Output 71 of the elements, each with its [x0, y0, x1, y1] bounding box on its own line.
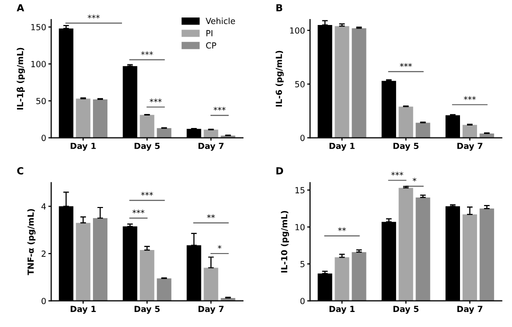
y-tick-label: 100	[31, 60, 46, 68]
bar	[204, 268, 218, 301]
x-tick-label: Day 5	[393, 142, 419, 151]
y-tick-label: 50	[295, 81, 305, 88]
x-tick-label: Day 5	[134, 306, 160, 314]
x-tick-label: Day 7	[198, 306, 224, 314]
y-tick-label: 0	[300, 298, 305, 304]
bar	[462, 214, 478, 301]
y-tick-label: 10	[295, 224, 305, 230]
y-tick-label: 150	[31, 24, 46, 30]
bar	[92, 218, 108, 301]
y-axis-title: IL-1β (pg/mL)	[16, 48, 25, 110]
chart-title: A	[16, 4, 24, 12]
annotation: ***	[464, 96, 476, 100]
bar	[398, 188, 414, 301]
legend-label: Vehicle	[206, 18, 235, 24]
annotation: *	[218, 245, 222, 249]
y-tick-label: 15	[295, 187, 304, 194]
y-tick-label: 0	[42, 134, 46, 142]
bar	[76, 98, 90, 138]
x-tick-label: Day 1	[70, 306, 96, 314]
bar	[156, 278, 172, 301]
bar	[156, 128, 172, 138]
bar	[480, 208, 494, 301]
bar	[92, 99, 108, 138]
text: ***	[88, 14, 100, 18]
y-tick-label: 100	[290, 27, 305, 34]
x-tick-label: Day 1	[330, 142, 355, 151]
bar	[204, 130, 218, 138]
y-tick-label: 4	[41, 203, 46, 210]
chart-title: B	[276, 4, 282, 12]
y-tick-label: 0	[42, 298, 46, 304]
annotation: **	[338, 227, 346, 232]
text: ***	[391, 172, 404, 176]
annotation: ***	[132, 210, 144, 214]
y-tick-label: 50	[36, 98, 46, 104]
bar	[140, 114, 154, 138]
chart-title: C	[17, 167, 24, 174]
y-axis-title: TNF-α (pg/mL)	[27, 209, 36, 276]
bar	[334, 257, 350, 301]
x-tick-label: Day 1	[70, 142, 96, 151]
bar	[462, 124, 478, 138]
bar	[352, 252, 366, 301]
annotation: ***	[150, 98, 162, 102]
annotation: ***	[141, 192, 154, 196]
x-tick-label: Day 5	[134, 142, 160, 151]
y-tick-label: 2	[42, 250, 46, 257]
bar	[140, 250, 154, 301]
x-tick-label: Day 7	[198, 142, 224, 151]
x-tick-label: Day 5	[393, 306, 419, 314]
y-axis-title: IL-10 (pg/mL)	[280, 211, 290, 272]
x-tick-label: Day 1	[330, 306, 355, 314]
annotation: ***	[141, 51, 154, 56]
y-tick-label: 5	[300, 261, 304, 268]
bar	[76, 222, 90, 301]
bar	[416, 122, 430, 138]
y-axis-title: IL-6 (pg/mL)	[276, 50, 284, 107]
legend-label: CP	[206, 42, 216, 49]
annotation: ***	[400, 63, 412, 67]
bar	[334, 26, 350, 138]
bar	[352, 28, 366, 138]
annotation: **	[207, 214, 215, 218]
y-tick-label: 0	[300, 134, 305, 142]
x-tick-label: Day 7	[457, 306, 482, 314]
text: *	[412, 178, 416, 182]
x-tick-label: Day 7	[457, 142, 482, 151]
legend-label: PI	[206, 30, 212, 36]
chart-title: D	[276, 167, 284, 174]
annotation: ***	[214, 106, 226, 111]
bar	[416, 197, 430, 301]
bar	[398, 106, 414, 138]
